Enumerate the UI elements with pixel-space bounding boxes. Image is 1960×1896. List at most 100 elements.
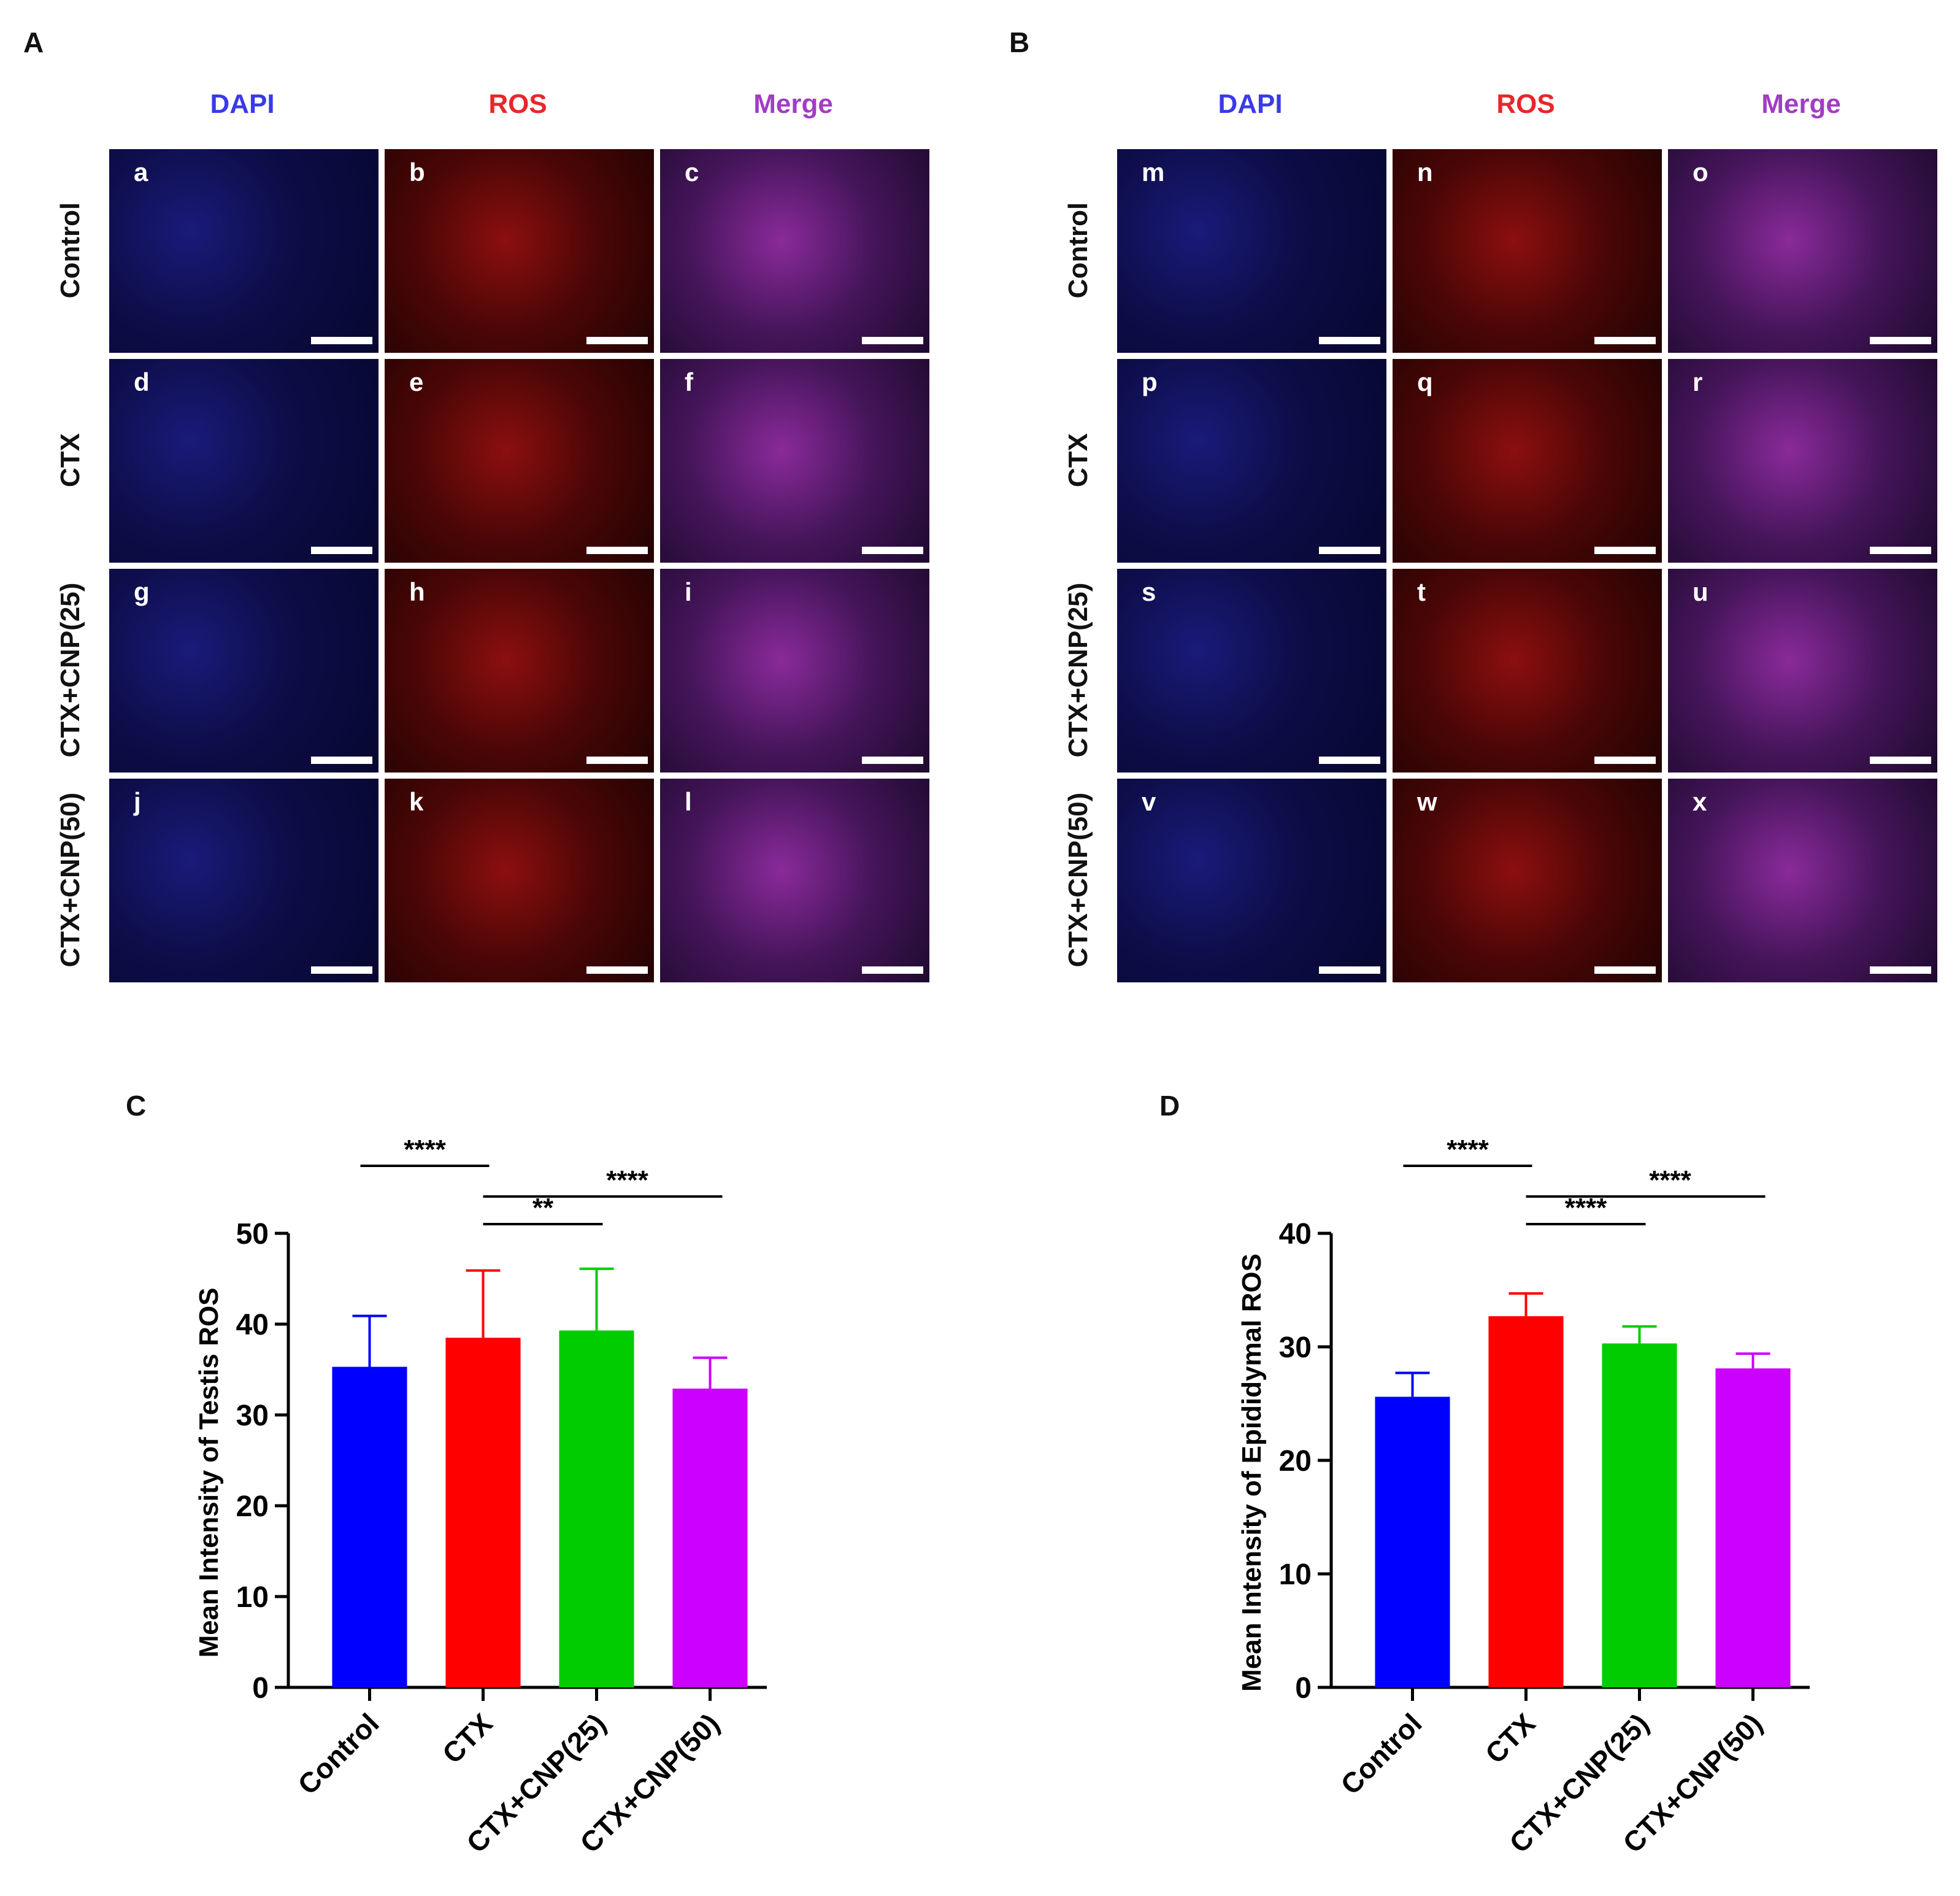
x-tick-label: Control — [291, 1707, 385, 1800]
scale-bar — [1870, 547, 1931, 554]
testis-tile-f: f — [658, 357, 931, 565]
y-tick-label: 30 — [1279, 1331, 1312, 1364]
epididymis-tile-x: x — [1666, 777, 1939, 984]
tile-letter: g — [134, 577, 150, 606]
tile-letter: a — [134, 158, 148, 187]
epididymis-row-header-0: Control — [1063, 202, 1093, 299]
epididymis-tile-m: m — [1115, 147, 1388, 355]
scale-bar — [862, 966, 923, 974]
epididymis-row-header-3: CTX+CNP(50) — [1063, 792, 1093, 968]
testis-tile-d: d — [107, 357, 380, 565]
epididymis-tile-p: p — [1115, 357, 1388, 565]
scale-bar — [1594, 337, 1656, 344]
scale-bar — [1319, 337, 1380, 344]
significance-label: ** — [532, 1193, 554, 1223]
epididymis-tile-v: v — [1115, 777, 1388, 984]
x-tick-label: CTX — [436, 1707, 499, 1770]
scale-bar — [1594, 757, 1656, 764]
scale-bar — [311, 547, 372, 554]
tile-letter: m — [1142, 158, 1165, 187]
scale-bar — [1594, 966, 1656, 974]
y-axis-label: Mean Intensity of Testis ROS — [194, 1287, 224, 1657]
bar-2 — [559, 1330, 634, 1687]
tile-letter: j — [134, 787, 141, 816]
tile-letter: t — [1417, 577, 1426, 606]
epididymis-row-header-1: CTX — [1063, 433, 1093, 487]
significance-label: **** — [1447, 1135, 1489, 1165]
scale-bar — [862, 757, 923, 764]
y-tick-label: 20 — [236, 1490, 269, 1523]
y-tick-label: 10 — [1279, 1559, 1312, 1591]
scale-bar — [1870, 757, 1931, 764]
epididymis-row-header-2: CTX+CNP(25) — [1063, 582, 1093, 758]
tile-letter: f — [685, 368, 693, 396]
epididymis-column-header-ros: ROS — [1496, 89, 1555, 119]
testis-row-header-2: CTX+CNP(25) — [55, 582, 85, 758]
testis-row-header-3: CTX+CNP(50) — [55, 792, 85, 968]
scale-bar — [311, 757, 372, 764]
y-tick-label: 50 — [236, 1218, 269, 1251]
epididymis-tile-s: s — [1115, 567, 1388, 774]
scale-bar — [1870, 966, 1931, 974]
x-tick-label: CTX — [1479, 1707, 1542, 1770]
y-tick-label: 30 — [236, 1400, 269, 1432]
scale-bar — [862, 337, 923, 344]
panel-label-d: D — [1159, 1090, 1180, 1122]
testis-tile-l: l — [658, 777, 931, 984]
testis-row-header-1: CTX — [55, 433, 85, 487]
significance-label: **** — [404, 1135, 446, 1165]
testis-column-header-ros: ROS — [488, 89, 547, 119]
tile-letter: r — [1693, 368, 1703, 396]
tile-letter: n — [1417, 158, 1433, 187]
epididymis-tile-o: o — [1666, 147, 1939, 355]
significance-label: **** — [1649, 1165, 1691, 1195]
epididymis-tile-t: t — [1391, 567, 1664, 774]
tile-letter: u — [1693, 577, 1708, 606]
scale-bar — [1594, 547, 1656, 554]
y-tick-label: 10 — [236, 1581, 269, 1614]
epididymis-tile-r: r — [1666, 357, 1939, 565]
epididymis-tile-w: w — [1391, 777, 1664, 984]
panel-label-a: A — [23, 26, 44, 58]
tile-letter: w — [1417, 787, 1437, 816]
scale-bar — [311, 966, 372, 974]
scale-bar — [311, 337, 372, 344]
panel-label-c: C — [126, 1090, 147, 1122]
tile-letter: x — [1693, 787, 1707, 816]
tile-letter: c — [685, 158, 699, 187]
scale-bar — [862, 547, 923, 554]
scale-bar — [586, 337, 648, 344]
testis-row-header-0: Control — [55, 202, 85, 299]
testis-tile-b: b — [383, 147, 656, 355]
epididymis-tile-u: u — [1666, 567, 1939, 774]
scale-bar — [1319, 547, 1380, 554]
y-tick-label: 0 — [252, 1672, 269, 1705]
scale-bar — [1319, 757, 1380, 764]
tile-letter: i — [685, 577, 692, 606]
bar-1 — [1488, 1316, 1564, 1687]
scale-bar — [1319, 966, 1380, 974]
epididymis-column-header-dapi: DAPI — [1218, 89, 1283, 119]
y-axis-label: Mean Intensity of Epididymal ROS — [1237, 1254, 1267, 1692]
tile-letter: k — [409, 787, 424, 816]
bar-3 — [672, 1389, 748, 1687]
x-tick-label: Control — [1334, 1707, 1428, 1800]
testis-tile-c: c — [658, 147, 931, 355]
tile-letter: l — [685, 787, 692, 816]
epididymis-column-header-merge: Merge — [1761, 89, 1841, 119]
bar-chart-epididymal-ros: 0 10 20 30 40 Mean Intensity of Epididymal RO… — [1237, 1135, 1810, 1859]
testis-column-header-dapi: DAPI — [210, 89, 275, 119]
significance-label: **** — [1565, 1193, 1607, 1223]
epididymis-tile-q: q — [1391, 357, 1664, 565]
testis-tile-a: a — [107, 147, 380, 355]
bar-3 — [1715, 1368, 1791, 1687]
testis-column-header-merge: Merge — [753, 89, 833, 119]
scale-bar — [586, 547, 648, 554]
tile-letter: s — [1142, 577, 1156, 606]
y-tick-label: 40 — [236, 1309, 269, 1341]
bar-0 — [1375, 1397, 1450, 1687]
scale-bar — [586, 966, 648, 974]
panel-label-b: B — [1009, 26, 1030, 58]
bar-1 — [445, 1338, 521, 1687]
tile-letter: v — [1142, 787, 1156, 816]
